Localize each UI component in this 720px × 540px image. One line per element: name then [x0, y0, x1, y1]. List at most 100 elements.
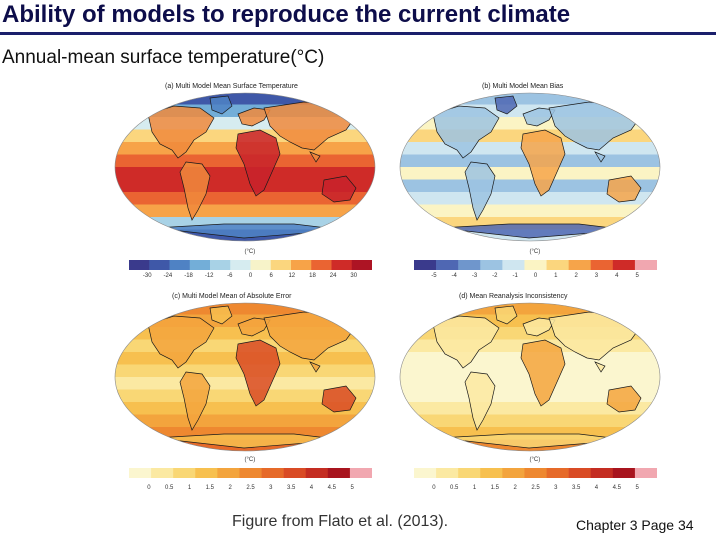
colorbar-tick-label: 30 — [350, 273, 358, 279]
continent-outline — [153, 223, 345, 239]
continent-outline — [309, 361, 321, 373]
panel-a-unit: (°C) — [244, 249, 256, 255]
figure-caption: Figure from Flato et al. (2013). — [232, 513, 449, 530]
colorbar-segment — [480, 260, 503, 270]
colorbar-tick-label: 18 — [309, 273, 316, 279]
colorbar-segment — [210, 260, 231, 270]
continent-outline — [209, 305, 233, 325]
continent-outline — [520, 129, 566, 197]
colorbar-tick-label: -5 — [431, 273, 437, 279]
panel-a-colorbar — [129, 260, 372, 270]
colorbar-tick-label: 3.5 — [571, 485, 581, 491]
continent-outline — [438, 223, 630, 239]
colorbar-tick-label: -4 — [451, 273, 457, 279]
colorbar-segment — [250, 260, 272, 270]
colorbar-tick-label: 0 — [248, 273, 253, 279]
colorbar-tick-label: 2.5 — [246, 485, 255, 491]
colorbar-tick-label: 3 — [594, 273, 599, 279]
colorbar-segment — [169, 260, 191, 270]
colorbar-segment — [261, 468, 284, 478]
colorbar-segment — [129, 468, 152, 478]
colorbar-tick-label: 3 — [554, 485, 558, 491]
colorbar-segment — [436, 468, 459, 478]
colorbar-tick-label: 1 — [472, 485, 477, 491]
colorbar-tick-label: 2.5 — [531, 485, 540, 491]
continent-outline — [432, 105, 500, 159]
colorbar-tick-label: -18 — [184, 273, 193, 279]
colorbar-tick-label: 4 — [594, 485, 599, 491]
colorbar-segment — [331, 260, 353, 270]
continent-outline — [309, 151, 321, 163]
colorbar-tick-label: 12 — [288, 273, 296, 279]
colorbar-tick-label: 3 — [269, 485, 273, 491]
panel-b-ticks: -5 -4 -3 -2 -1 0 1 2 3 4 5 — [414, 273, 657, 281]
colorbar-segment — [502, 260, 525, 270]
colorbar-tick-label: 5 — [635, 485, 639, 491]
continent-outline — [321, 385, 357, 413]
colorbar-tick-label: 1.5 — [205, 485, 215, 491]
colorbar-tick-label: 4.5 — [612, 485, 621, 491]
panel-c-colorbar — [129, 468, 372, 478]
colorbar-segment — [311, 260, 332, 270]
colorbar-tick-label: -2 — [492, 273, 498, 279]
colorbar-tick-label: 3.5 — [286, 485, 296, 491]
continent-outline — [147, 315, 215, 369]
panel-c-title: (c) Multi Model Mean of Absolute Error — [172, 293, 292, 300]
continent-outline — [179, 161, 211, 221]
panel-c-ticks: 0 0.5 1 1.5 2 2.5 3 3.5 4 4.5 5 — [129, 485, 372, 493]
continent-outline — [235, 339, 281, 407]
colorbar-segment — [480, 468, 503, 478]
panel-d-title: (d) Mean Reanalysis Inconsistency — [459, 293, 568, 300]
colorbar-tick-label: -3 — [471, 273, 478, 279]
colorbar-segment — [327, 468, 351, 478]
panel-b-colorbar — [414, 260, 657, 270]
colorbar-tick-label: 2 — [513, 485, 517, 491]
colorbar-segment — [349, 468, 372, 478]
colorbar-tick-label: 0 — [147, 485, 151, 491]
continent-outline — [494, 305, 518, 325]
colorbar-tick-label: 0 — [432, 485, 436, 491]
panel-b-unit: (°C) — [529, 249, 541, 255]
panel-d-ticks: 0 0.5 1 1.5 2 2.5 3 3.5 4 4.5 5 — [414, 485, 657, 493]
panel-b-title: (b) Multi Model Mean Bias — [482, 83, 564, 90]
colorbar-tick-label: 2 — [228, 485, 232, 491]
colorbar-segment — [458, 260, 481, 270]
colorbar-tick-label: 6 — [269, 273, 273, 279]
colorbar-segment — [612, 468, 636, 478]
continent-outline — [209, 95, 233, 115]
continent-outline — [147, 105, 215, 159]
colorbar-segment — [590, 260, 614, 270]
panel-c-map — [114, 302, 376, 452]
continent-outline — [438, 433, 630, 449]
colorbar-segment — [217, 468, 240, 478]
continent-outline — [594, 151, 606, 163]
colorbar-segment — [612, 260, 636, 270]
panel-d-colorbar — [414, 468, 657, 478]
colorbar-segment — [502, 468, 525, 478]
colorbar-segment — [568, 468, 592, 478]
continent-outline — [321, 175, 357, 203]
colorbar-segment — [524, 260, 547, 270]
slide-subtitle: Annual-mean surface temperature(°C) — [2, 47, 325, 68]
continent-outline — [594, 361, 606, 373]
colorbar-segment — [305, 468, 329, 478]
continent-outline — [606, 385, 642, 413]
continent-outline — [237, 317, 271, 337]
colorbar-tick-label: 5 — [350, 485, 354, 491]
colorbar-tick-label: 4 — [309, 485, 314, 491]
panel-d-map — [399, 302, 661, 452]
colorbar-segment — [568, 260, 592, 270]
continent-outline — [494, 95, 518, 115]
colorbar-segment — [458, 468, 481, 478]
colorbar-tick-label: 24 — [329, 273, 337, 279]
colorbar-segment — [546, 468, 569, 478]
colorbar-tick-label: -24 — [163, 273, 173, 279]
colorbar-segment — [270, 260, 292, 270]
colorbar-tick-label: -30 — [142, 273, 152, 279]
continent-outline — [520, 339, 566, 407]
colorbar-segment — [524, 468, 547, 478]
colorbar-segment — [239, 468, 262, 478]
colorbar-segment — [195, 468, 218, 478]
continent-outline — [522, 107, 556, 127]
page-footer: Chapter 3 Page 34 — [576, 517, 694, 533]
